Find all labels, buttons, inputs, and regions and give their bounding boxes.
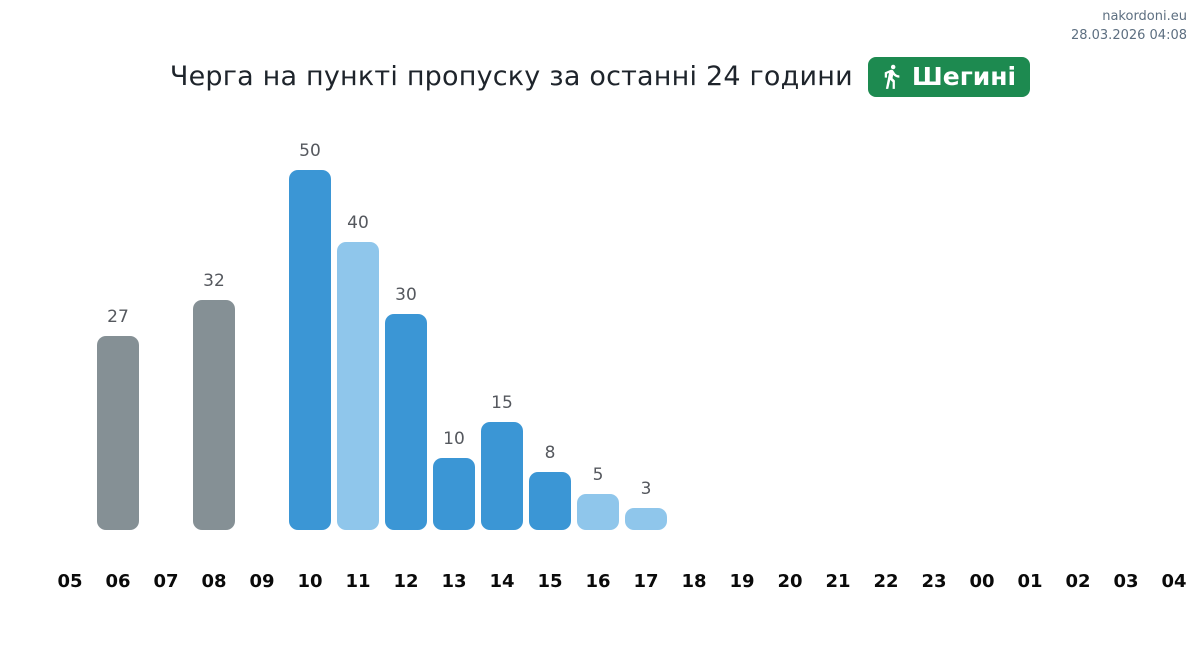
bar-column-23 <box>910 170 958 530</box>
title-row: Черга на пункті пропуску за останні 24 г… <box>0 57 1200 97</box>
axis-tick-label: 04 <box>1161 571 1187 592</box>
bar-10 <box>289 170 331 530</box>
bar-chart: 27 32 50 40 30 10 15 8 5 3 <box>46 141 1198 530</box>
watermark-site: nakordoni.eu <box>1102 9 1187 24</box>
axis-tick-label: 02 <box>1065 571 1091 592</box>
axis-tick-label: 17 <box>633 571 659 592</box>
bar-column-03 <box>1102 170 1150 530</box>
axis-tick-label: 14 <box>489 571 515 592</box>
axis-tick-label: 01 <box>1017 571 1043 592</box>
bar-column-11: 40 <box>334 170 382 530</box>
bar-value-label: 15 <box>491 393 513 413</box>
bar-15 <box>529 472 571 530</box>
bar-column-06: 27 <box>94 170 142 530</box>
bar-column-13: 10 <box>430 170 478 530</box>
bar-value-label: 5 <box>592 465 604 485</box>
axis-tick-label: 03 <box>1113 571 1139 592</box>
axis-tick-label: 22 <box>873 571 899 592</box>
bar-11 <box>337 242 379 530</box>
bar-value-label: 32 <box>203 270 225 291</box>
axis-tick-label: 18 <box>681 571 707 592</box>
bar-column-18 <box>670 170 718 530</box>
bar-column-17: 3 <box>622 170 670 530</box>
bar-column-19 <box>718 170 766 530</box>
bar-column-00 <box>958 170 1006 530</box>
bar-value-label: 10 <box>443 429 465 449</box>
axis-tick-label: 00 <box>969 571 995 592</box>
axis-tick-label: 21 <box>825 571 851 592</box>
axis-tick-label: 19 <box>729 571 755 592</box>
bar-column-15: 8 <box>526 170 574 530</box>
bar-13 <box>433 458 475 530</box>
checkpoint-badge[interactable]: Шегині <box>867 57 1031 97</box>
axis-tick-label: 16 <box>585 571 611 592</box>
bar-value-label: 30 <box>395 285 417 305</box>
bar-08 <box>193 299 235 530</box>
axis-tick-label: 13 <box>441 571 467 592</box>
bar-value-label: 27 <box>107 306 129 327</box>
bar-column-05 <box>46 170 94 530</box>
bar-16 <box>577 494 619 530</box>
axis-tick-label: 09 <box>249 571 275 592</box>
bar-column-07 <box>142 170 190 530</box>
bar-column-22 <box>862 170 910 530</box>
axis-tick-label: 15 <box>537 571 563 592</box>
axis-tick-label: 20 <box>777 571 803 592</box>
bar-column-08: 32 <box>190 170 238 530</box>
bar-column-04 <box>1150 170 1198 530</box>
bar-17 <box>625 508 667 530</box>
bar-column-20 <box>766 170 814 530</box>
bar-column-09 <box>238 170 286 530</box>
pedestrian-icon <box>884 64 900 90</box>
axis-tick-label: 08 <box>201 571 227 592</box>
bar-column-14: 15 <box>478 170 526 530</box>
bar-column-21 <box>814 170 862 530</box>
bar-12 <box>385 314 427 530</box>
bar-column-01 <box>1006 170 1054 530</box>
axis-tick-label: 06 <box>105 571 131 592</box>
chart-title: Черга на пункті пропуску за останні 24 г… <box>169 61 853 93</box>
bar-06 <box>97 335 139 530</box>
checkpoint-name: Шегині <box>911 62 1017 91</box>
axis-tick-label: 11 <box>345 571 371 592</box>
bar-value-label: 3 <box>640 479 652 500</box>
bar-value-label: 40 <box>347 213 369 233</box>
bar-column-02 <box>1054 170 1102 530</box>
bar-14 <box>481 422 523 530</box>
bar-column-10: 50 <box>286 141 334 530</box>
axis-tick-label: 12 <box>393 571 419 592</box>
axis-tick-label: 05 <box>57 571 83 592</box>
bar-column-12: 30 <box>382 170 430 530</box>
bar-value-label: 50 <box>299 141 321 161</box>
axis-tick-label: 23 <box>921 571 947 592</box>
watermark-datetime: 28.03.2026 04:08 <box>1070 27 1187 43</box>
watermark: nakordoni.eu 28.03.2026 04:08 <box>1071 8 1187 46</box>
axis-tick-label: 10 <box>297 571 323 592</box>
x-axis: 05 06 07 08 09 10 11 12 13 14 15 16 17 18 19 20 21 22 23 00… <box>46 571 1198 592</box>
axis-tick-label: 07 <box>153 571 179 592</box>
bar-value-label: 8 <box>544 443 556 464</box>
bar-column-16: 5 <box>574 170 622 530</box>
